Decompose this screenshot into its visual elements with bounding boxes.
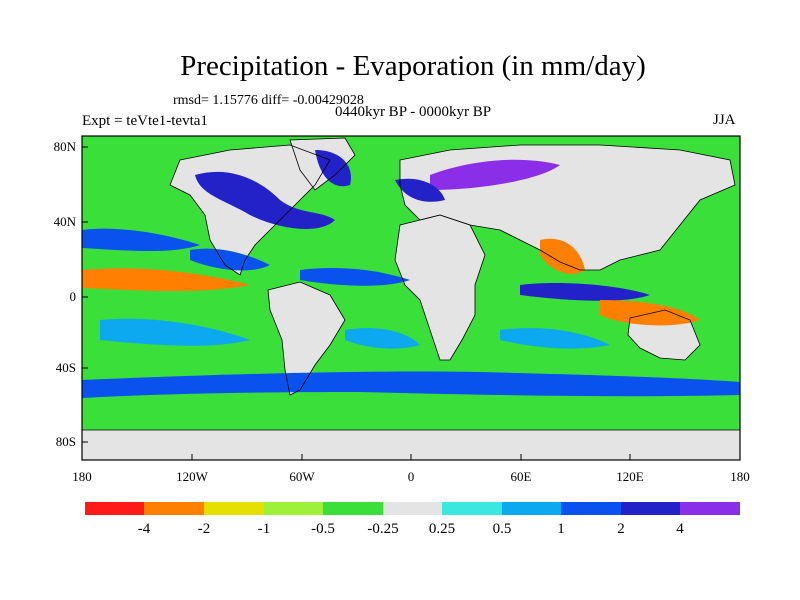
season-label: JJA xyxy=(713,112,736,128)
period-label: 0440kyr BP - 0000kyr BP xyxy=(334,104,492,120)
colorbar-label-5: -0.25 xyxy=(367,521,399,537)
field-south-atlantic-wet xyxy=(345,328,420,349)
lon-label-180w: 180 xyxy=(72,469,92,484)
field-india-dry xyxy=(540,238,585,275)
coast-australia xyxy=(627,309,701,361)
lon-label-180e: 180 xyxy=(730,469,750,484)
stats-line: rmsd= 1.15776 diff= -0.00429028 xyxy=(173,93,364,108)
land-africa xyxy=(395,215,485,360)
experiment-label: Expt = teVte1-tevta1 xyxy=(82,113,208,129)
field-europe-wet xyxy=(395,178,445,202)
field-indian-ocean-wet xyxy=(520,283,650,301)
field-greenland-wet xyxy=(315,150,351,187)
colorbar-label-4: -0.5 xyxy=(311,521,335,537)
coast-greenland xyxy=(289,137,356,191)
map-field xyxy=(82,136,740,460)
lon-label-120e: 120E xyxy=(616,469,644,484)
field-southern-ocean-wet xyxy=(82,371,740,398)
field-north-atlantic-wet xyxy=(195,171,335,230)
colorbar-label-3: -1 xyxy=(257,521,271,537)
colorbar-box-11 xyxy=(680,502,740,515)
land-south-america xyxy=(268,282,345,395)
coast-south-america xyxy=(267,281,346,396)
colorbar-box-3 xyxy=(204,502,264,515)
lat-label-40s: 40S xyxy=(55,360,76,375)
colorbar-label-7: 0.5 xyxy=(492,521,512,537)
colorbar-label-2: -2 xyxy=(197,521,211,537)
colorbar xyxy=(85,502,740,515)
colorbar-box-5 xyxy=(323,502,383,515)
colorbar-box-6 xyxy=(383,502,442,515)
lat-label-80n: 80N xyxy=(53,139,76,154)
lat-label-40n: 40N xyxy=(53,214,76,229)
colorbar-label-6: 0.25 xyxy=(428,521,456,537)
plot-title: Precipitation - Evaporation (in mm/day) xyxy=(180,50,646,82)
field-central-pacific-dry xyxy=(82,268,250,292)
colorbar-box-9 xyxy=(561,502,621,515)
coastlines xyxy=(82,137,740,431)
colorbar-box-10 xyxy=(621,502,680,515)
field-south-indian-wet xyxy=(500,328,610,349)
field-tropical-pacific-wet xyxy=(82,228,200,252)
land-antarctica xyxy=(82,430,740,460)
coast-africa xyxy=(394,214,486,361)
coast-eurasia xyxy=(399,144,736,271)
colorbar-box-4 xyxy=(264,502,323,515)
colorbar-label-10: 4 xyxy=(676,521,684,537)
pe-field xyxy=(82,150,740,398)
colorbar-label-9: 2 xyxy=(617,521,625,537)
field-east-pacific-wet xyxy=(190,248,270,271)
colorbar-box-1 xyxy=(85,502,144,515)
lon-ticks xyxy=(81,454,741,460)
lon-label-60w: 60W xyxy=(289,469,315,484)
field-tropical-atlantic-wet xyxy=(300,268,410,286)
lon-label-60e: 60E xyxy=(510,469,532,484)
colorbar-label-1: -4 xyxy=(137,521,151,537)
lat-label-0: 0 xyxy=(69,289,77,304)
field-arctic-wet xyxy=(430,159,560,190)
colorbar-box-8 xyxy=(502,502,561,515)
coast-north-america xyxy=(169,144,331,276)
field-south-pacific-wet xyxy=(100,318,250,346)
lon-label-0: 0 xyxy=(407,469,415,484)
colorbar-box-7 xyxy=(442,502,502,515)
colorbar-label-8: 1 xyxy=(557,521,565,537)
field-maritime-dry xyxy=(600,300,700,326)
lon-label-120w: 120W xyxy=(176,469,208,484)
colorbar-box-2 xyxy=(144,502,204,515)
lat-ticks xyxy=(82,146,88,443)
lat-label-80s: 80S xyxy=(55,434,76,449)
